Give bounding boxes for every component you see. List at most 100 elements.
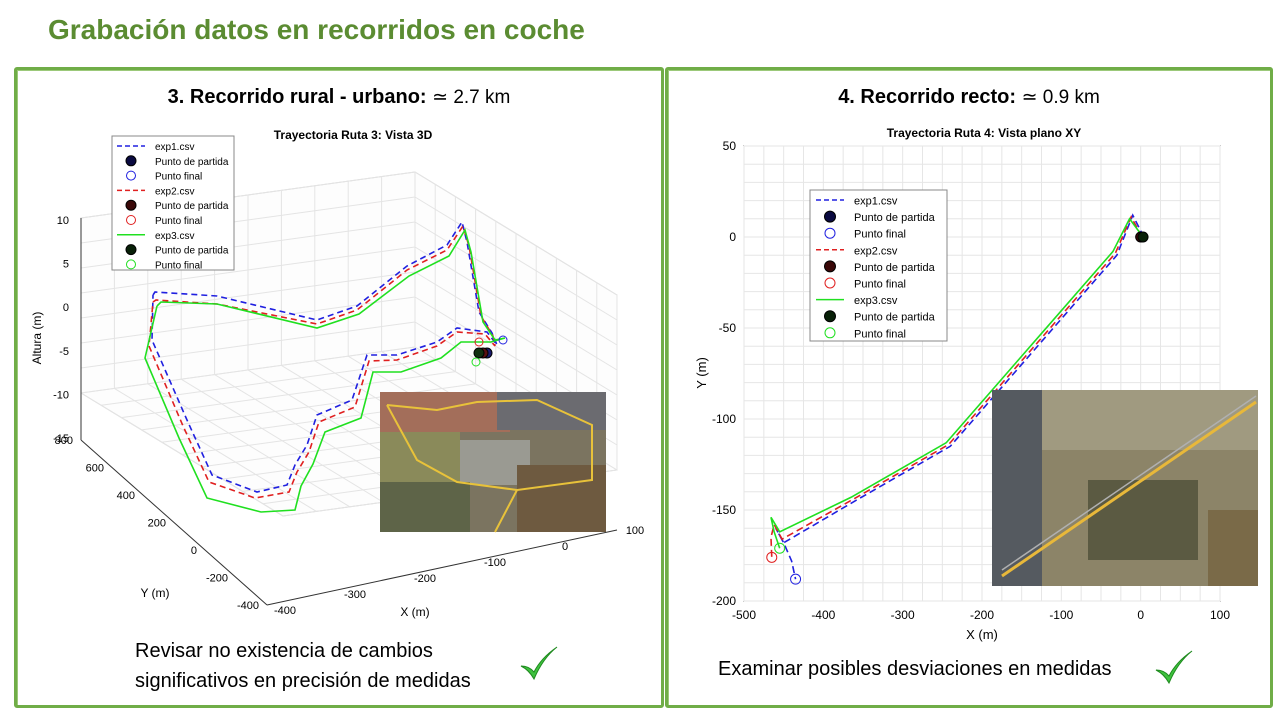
route-4-heading: 4. Recorrido recto: — [838, 86, 1017, 108]
y-tick-label: 400 — [117, 490, 135, 502]
series-exp2-line — [148, 224, 496, 499]
chart-title: Trayectoria Ruta 3: Vista 3D — [274, 128, 433, 142]
legend-label: Punto de partida — [854, 212, 936, 224]
legend-end-marker — [824, 327, 836, 339]
x-tick-label: 0 — [562, 541, 568, 553]
x-tick-label: -200 — [414, 573, 436, 585]
y-tick-label: -150 — [712, 503, 736, 517]
right-note: Examinar posibles desviaciones en medida… — [718, 658, 1112, 680]
x-tick-label: -200 — [970, 608, 994, 622]
x-tick-label: -400 — [811, 608, 835, 622]
start-marker — [1137, 231, 1149, 243]
series-exp3-line — [770, 217, 1144, 549]
legend-label: exp3.csv — [155, 231, 194, 242]
end-marker — [790, 573, 802, 585]
exp1-end-marker — [498, 335, 508, 345]
x-tick-label: -100 — [484, 557, 506, 569]
legend-start-marker — [125, 244, 137, 256]
aerial-map-inset — [992, 390, 1258, 586]
legend-label: exp1.csv — [155, 142, 194, 153]
panel-title-route-4: 4. Recorrido recto: ≃ 0.9 km — [668, 86, 1270, 109]
green-checkmark-icon — [520, 646, 558, 681]
legend-end-marker — [126, 215, 136, 225]
left-note-line1: Revisar no existencia de cambios — [135, 640, 433, 662]
x-tick-label: -500 — [732, 608, 756, 622]
exp3-end-marker — [471, 357, 481, 367]
legend-start-marker — [125, 199, 137, 211]
chart-route-4-xy: Trayectoria Ruta 4: Vista plano XY -500-… — [694, 126, 1258, 642]
legend-end-marker — [126, 170, 136, 181]
y-tick-label: -200 — [712, 594, 736, 608]
legend-label: Punto de partida — [155, 246, 229, 257]
legend-label: exp2.csv — [155, 186, 194, 197]
y-tick-label: 50 — [723, 139, 737, 153]
legend-label: exp3.csv — [854, 295, 898, 307]
legend-start-marker — [824, 260, 836, 273]
x-axis-label: X (m) — [966, 627, 998, 642]
panel-route-4: 4. Recorrido recto: ≃ 0.9 km Trayectoria… — [665, 67, 1273, 708]
z-tick-label: 0 — [63, 302, 69, 314]
x-tick-label: 0 — [1137, 608, 1144, 622]
y-axis-label: Y (m) — [694, 357, 709, 389]
legend-end-marker — [824, 277, 836, 289]
panel-title-route-3: 3. Recorrido rural - urbano: ≃ 2.7 km — [17, 86, 661, 109]
legend-label: Punto final — [155, 216, 202, 227]
x-tick-label: 100 — [1210, 608, 1230, 622]
left-note-line2: significativos en precisión de medidas — [135, 670, 471, 692]
left-note: Revisar no existencia de cambios signifi… — [135, 636, 471, 696]
route-3-heading: 3. Recorrido rural - urbano: — [167, 86, 427, 108]
x-tick-label: -300 — [344, 589, 366, 601]
end-marker — [774, 542, 786, 554]
legend-label: Punto de partida — [155, 157, 229, 168]
y-tick-label: -100 — [712, 412, 736, 426]
chart-route-3-3d: Trayectoria Ruta 3: Vista 3D -15 -10 -5 0 5 1… — [30, 128, 644, 619]
legend-start-marker — [125, 155, 137, 167]
x-axis-label: X (m) — [400, 605, 429, 619]
z-tick-label: 5 — [63, 259, 69, 271]
z-axis-label: Altura (m) — [30, 312, 44, 365]
series-exp3-line — [144, 228, 506, 513]
x-tick-label: -400 — [274, 605, 296, 617]
z-tick-label: -10 — [53, 389, 69, 401]
legend-label: Punto final — [854, 328, 906, 340]
green-checkmark-icon — [1155, 650, 1193, 685]
aerial-map-inset — [380, 392, 606, 533]
legend-label: Punto final — [854, 279, 906, 291]
legend-start-marker — [824, 210, 836, 223]
legend-start-marker — [824, 310, 836, 323]
legend-label: exp2.csv — [854, 245, 898, 257]
chart-title: Trayectoria Ruta 4: Vista plano XY — [887, 126, 1082, 140]
z-tick-label: -15 — [53, 433, 69, 445]
y-tick-label: 800 — [55, 435, 73, 447]
x-tick-label: -300 — [891, 608, 915, 622]
legend-label: Punto de partida — [854, 262, 936, 274]
y-axis-label: Y (m) — [140, 586, 169, 600]
slide-title: Grabación datos en recorridos en coche — [48, 14, 585, 45]
y-tick-label: -200 — [206, 573, 228, 585]
x-tick-label: -100 — [1049, 608, 1073, 622]
z-tick-label: 10 — [57, 215, 69, 227]
series-exp1-line — [151, 220, 498, 493]
legend: exp1.csv Punto de partida Punto final exp2.… — [809, 189, 948, 342]
legend-label: Punto final — [155, 260, 202, 271]
route-3-distance: ≃ 2.7 km — [432, 87, 511, 108]
x-tick-label: 100 — [626, 525, 644, 537]
legend-end-marker — [126, 259, 136, 270]
legend-label: Punto de partida — [854, 312, 936, 324]
trajectories — [144, 220, 506, 513]
exp3-start-marker — [473, 347, 485, 359]
legend-label: Punto final — [854, 229, 906, 241]
series-exp2-line — [770, 215, 1143, 558]
legend: exp1.csv Punto de partida Punto final exp2.… — [111, 135, 235, 271]
y-tick-label: -400 — [237, 600, 259, 612]
y-tick-label: -50 — [719, 321, 737, 335]
y-tick-label: 0 — [729, 230, 736, 244]
route-4-distance: ≃ 0.9 km — [1021, 87, 1100, 108]
legend-label: Punto de partida — [155, 201, 229, 212]
exp2-end-marker — [474, 337, 484, 347]
series-exp1-line — [775, 213, 1145, 580]
y-tick-label: 0 — [191, 545, 197, 557]
z-tick-label: -5 — [59, 346, 69, 358]
legend-end-marker — [824, 227, 836, 239]
legend-label: exp1.csv — [854, 196, 898, 208]
